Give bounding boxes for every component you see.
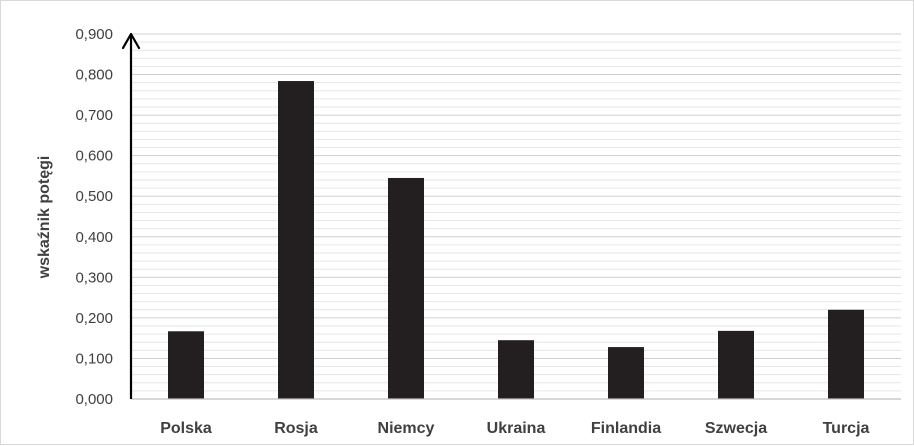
y-tick-label: 0,500 bbox=[75, 188, 113, 205]
y-tick-label: 0,000 bbox=[75, 391, 113, 408]
y-tick-label: 0,800 bbox=[75, 67, 113, 84]
bar-szwecja bbox=[718, 330, 754, 399]
y-tick-label: 0,900 bbox=[75, 26, 113, 43]
x-tick-label: Ukraina bbox=[487, 420, 546, 437]
y-tick-label: 0,100 bbox=[75, 350, 113, 367]
y-tick-label: 0,600 bbox=[75, 148, 113, 165]
grid-layer bbox=[131, 33, 901, 392]
y-tick-label: 0,200 bbox=[75, 310, 113, 327]
bars-layer bbox=[168, 81, 864, 400]
bar-ukraina bbox=[498, 340, 534, 399]
y-tick-label: 0,400 bbox=[75, 229, 113, 246]
x-tick-label: Rosja bbox=[274, 420, 318, 437]
x-tick-labels: Polska Rosja Niemcy Ukraina Finlandia Szwecja… bbox=[160, 420, 869, 437]
x-tick-label: Szwecja bbox=[705, 420, 767, 437]
y-axis-arrow-icon bbox=[121, 32, 141, 50]
bar-rosja bbox=[278, 81, 314, 400]
x-tick-label: Polska bbox=[160, 420, 212, 437]
y-tick-label: 0,300 bbox=[75, 269, 113, 286]
y-tick-labels: 0,000 0,100 0,200 0,300 0,400 0,500 0,600 0,700… bbox=[75, 26, 113, 408]
bar-turcja bbox=[828, 309, 864, 399]
y-tick-label: 0,700 bbox=[75, 107, 113, 124]
y-axis-title: wskaźnik potęgi bbox=[36, 156, 53, 280]
bar-polska bbox=[168, 331, 204, 399]
x-tick-label: Turcja bbox=[823, 420, 870, 437]
bar-niemcy bbox=[388, 177, 424, 399]
axis-layer bbox=[121, 32, 901, 400]
x-tick-label: Niemcy bbox=[378, 420, 435, 437]
bar-finlandia bbox=[608, 347, 644, 399]
x-tick-label: Finlandia bbox=[591, 420, 661, 437]
